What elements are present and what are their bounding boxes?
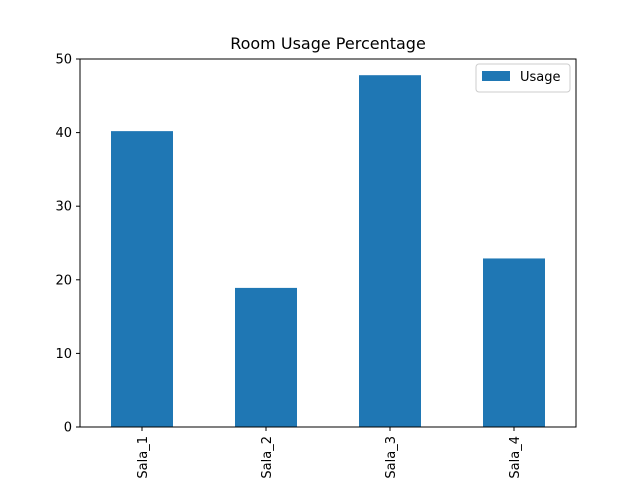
x-tick-label: Sala_1 <box>136 436 151 479</box>
legend: Usage <box>475 63 571 93</box>
x-tick-label: Sala_4 <box>508 436 523 479</box>
bar-sala-1 <box>111 131 173 428</box>
y-tick-label: 50 <box>55 53 72 68</box>
bar-sala-4 <box>483 258 545 427</box>
y-tick-label: 30 <box>55 200 72 215</box>
x-axis: Sala_1 Sala_2 Sala_3 Sala_4 <box>136 427 523 479</box>
legend-label: Usage <box>520 70 561 85</box>
y-tick-label: 10 <box>55 347 72 362</box>
x-tick-label: Sala_3 <box>384 436 399 479</box>
legend-swatch <box>482 71 510 81</box>
bar-sala-3 <box>359 75 421 427</box>
bar-sala-2 <box>235 287 297 427</box>
plot-area-frame <box>79 58 577 428</box>
bars-layer <box>111 75 545 428</box>
chart-title: Room Usage Percentage <box>230 34 426 53</box>
y-tick-label: 20 <box>55 273 72 288</box>
y-tick-label: 0 <box>64 421 72 436</box>
y-tick-label: 40 <box>55 126 72 141</box>
y-axis: 0 10 20 30 40 50 <box>55 53 80 436</box>
x-tick-label: Sala_2 <box>260 436 275 479</box>
